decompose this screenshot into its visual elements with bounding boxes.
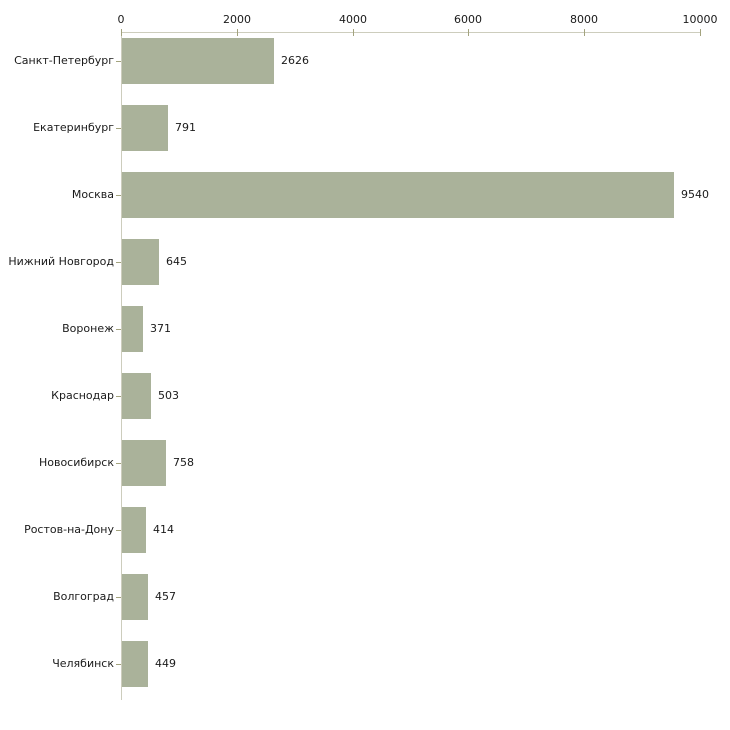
x-tick-label: 10000 bbox=[682, 13, 718, 26]
y-tick-mark bbox=[116, 61, 121, 62]
bar bbox=[122, 507, 146, 553]
category-label: Москва bbox=[71, 188, 114, 201]
value-label: 457 bbox=[155, 590, 176, 603]
y-tick-mark bbox=[116, 530, 121, 531]
value-label: 791 bbox=[175, 121, 196, 134]
value-label: 503 bbox=[158, 389, 179, 402]
bar bbox=[122, 373, 151, 419]
value-label: 758 bbox=[173, 456, 194, 469]
value-label: 449 bbox=[155, 657, 176, 670]
category-label: Екатеринбург bbox=[33, 121, 114, 134]
bar bbox=[122, 239, 159, 285]
category-label: Нижний Новгород bbox=[8, 255, 114, 268]
y-axis-line bbox=[121, 32, 122, 700]
y-tick-mark bbox=[116, 664, 121, 665]
category-label: Челябинск bbox=[52, 657, 114, 670]
x-tick-mark bbox=[121, 29, 122, 36]
y-tick-mark bbox=[116, 463, 121, 464]
bar bbox=[122, 641, 148, 687]
category-label: Краснодар bbox=[51, 389, 114, 402]
y-tick-mark bbox=[116, 329, 121, 330]
category-label: Ростов-на-Дону bbox=[24, 523, 114, 536]
category-label: Санкт-Петербург bbox=[14, 54, 114, 67]
value-label: 414 bbox=[153, 523, 174, 536]
y-tick-mark bbox=[116, 128, 121, 129]
x-tick-label: 6000 bbox=[454, 13, 482, 26]
x-tick-mark bbox=[584, 29, 585, 36]
x-tick-label: 8000 bbox=[570, 13, 598, 26]
value-label: 2626 bbox=[281, 54, 309, 67]
x-tick-mark bbox=[468, 29, 469, 36]
bar bbox=[122, 440, 166, 486]
y-tick-mark bbox=[116, 262, 121, 263]
y-tick-mark bbox=[116, 597, 121, 598]
bar bbox=[122, 38, 274, 84]
x-tick-mark bbox=[700, 29, 701, 36]
category-label: Волгоград bbox=[53, 590, 114, 603]
bar bbox=[122, 306, 143, 352]
x-tick-mark bbox=[237, 29, 238, 36]
x-tick-label: 0 bbox=[117, 13, 125, 26]
x-tick-label: 2000 bbox=[223, 13, 251, 26]
value-label: 371 bbox=[150, 322, 171, 335]
x-tick-label: 4000 bbox=[339, 13, 367, 26]
value-label: 9540 bbox=[681, 188, 709, 201]
x-axis-line bbox=[121, 32, 701, 33]
value-label: 645 bbox=[166, 255, 187, 268]
y-tick-mark bbox=[116, 195, 121, 196]
bar bbox=[122, 172, 674, 218]
bar bbox=[122, 574, 148, 620]
y-tick-mark bbox=[116, 396, 121, 397]
bar bbox=[122, 105, 168, 151]
category-label: Новосибирск bbox=[38, 456, 114, 469]
category-label: Воронеж bbox=[62, 322, 114, 335]
x-tick-mark bbox=[353, 29, 354, 36]
